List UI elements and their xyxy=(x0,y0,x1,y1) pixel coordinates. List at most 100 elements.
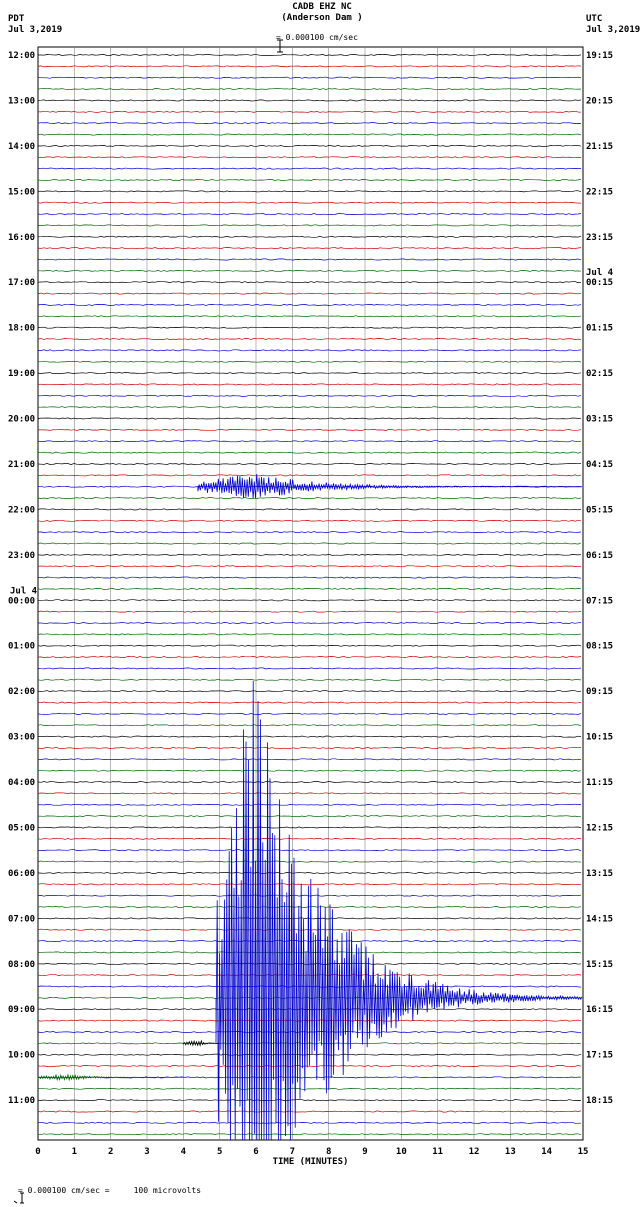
trace-row xyxy=(38,54,582,56)
x-tick-label: 14 xyxy=(541,1147,552,1157)
trace-row xyxy=(37,1121,581,1124)
left-date-change-label: Jul 4 xyxy=(10,586,38,596)
trace-row xyxy=(37,417,582,420)
footer-scale-icon xyxy=(4,1182,24,1204)
trace-row xyxy=(37,928,582,931)
right-hour-label: 04:15 xyxy=(586,460,613,470)
trace-row xyxy=(37,792,581,795)
trace-row xyxy=(37,508,582,511)
trace-row xyxy=(38,599,582,602)
x-tick-label: 2 xyxy=(108,1147,113,1157)
right-date: Jul 3,2019 xyxy=(586,25,641,35)
right-hour-label: 10:15 xyxy=(586,733,613,743)
right-hour-label: 19:15 xyxy=(586,51,613,61)
event-waveform xyxy=(37,1073,184,1082)
x-tick-label: 13 xyxy=(505,1147,516,1157)
event-waveform xyxy=(197,474,582,499)
trace-row xyxy=(38,269,582,272)
left-hour-label: 07:00 xyxy=(8,914,35,924)
right-hour-label: 17:15 xyxy=(586,1051,613,1061)
seismogram-plot: 12:00 13:00 14:00 15:00 16:00 17:00 18:00 19:00… xyxy=(8,46,614,1167)
trace-row xyxy=(37,88,581,91)
station-subtitle: (Anderson Dam ) xyxy=(281,13,363,23)
trace-row xyxy=(37,769,582,772)
trace-row xyxy=(37,65,582,68)
trace-row xyxy=(37,576,582,579)
left-hour-label: 17:00 xyxy=(8,278,35,288)
trace-row xyxy=(37,565,582,568)
x-tick-label: 12 xyxy=(469,1147,480,1157)
trace-row xyxy=(37,962,582,965)
x-tick-label: 10 xyxy=(396,1147,407,1157)
trace-row xyxy=(37,712,582,715)
right-hour-label: 20:15 xyxy=(586,96,613,106)
trace-row xyxy=(37,758,582,761)
trace-row xyxy=(37,190,582,193)
right-hour-label: 05:15 xyxy=(586,505,613,515)
trace-row xyxy=(37,656,582,659)
left-hour-label: 13:00 xyxy=(8,96,35,106)
trace-row xyxy=(37,213,582,215)
right-hour-label: 06:15 xyxy=(586,551,613,561)
trace-row xyxy=(37,860,582,863)
left-hour-label: 01:00 xyxy=(8,642,35,652)
trace-row xyxy=(37,849,582,852)
right-hour-label: 12:15 xyxy=(586,823,613,833)
trace-row xyxy=(37,315,582,318)
right-hour-label: 07:15 xyxy=(586,596,613,606)
x-tick-label: 9 xyxy=(362,1147,367,1157)
right-hour-label: 21:15 xyxy=(586,142,613,152)
trace-row xyxy=(37,99,582,102)
left-hour-label: 12:00 xyxy=(8,51,35,61)
trace-row xyxy=(37,644,582,647)
trace-row xyxy=(37,803,581,806)
x-tick-label: 5 xyxy=(217,1147,222,1157)
right-hour-label: 09:15 xyxy=(586,687,613,697)
trace-row xyxy=(37,553,582,556)
trace-row xyxy=(37,179,582,181)
trace-row xyxy=(37,610,582,613)
trace-row xyxy=(37,497,582,499)
trace-row xyxy=(37,372,582,375)
left-hour-label: 05:00 xyxy=(8,823,35,833)
trace-row xyxy=(37,235,582,238)
right-hour-label: 16:15 xyxy=(586,1005,613,1015)
left-hour-label: 15:00 xyxy=(8,187,35,197)
x-tick-label: 15 xyxy=(578,1147,589,1157)
right-hour-label: 18:15 xyxy=(586,1096,613,1106)
right-hour-label: 00:15 xyxy=(586,278,613,288)
x-tick-label: 7 xyxy=(290,1147,295,1157)
trace-row xyxy=(37,917,582,920)
x-tick-label: 11 xyxy=(432,1147,443,1157)
left-hour-label: 03:00 xyxy=(8,733,35,743)
scale-label: = 0.000100 cm/sec xyxy=(276,33,358,42)
trace-row xyxy=(37,940,582,943)
trace-row xyxy=(37,383,582,386)
trace-row xyxy=(37,144,582,147)
left-hour-label: 14:00 xyxy=(8,142,35,152)
right-hour-label: 14:15 xyxy=(586,914,613,924)
trace-row xyxy=(37,463,582,465)
left-hour-label: 06:00 xyxy=(8,869,35,879)
footer-scale-text: = 0.000100 cm/sec = 100 microvolts xyxy=(18,1186,202,1195)
trace-row xyxy=(37,633,582,636)
trace-row xyxy=(37,837,582,840)
trace-row xyxy=(37,542,582,545)
trace-row xyxy=(37,781,582,783)
trace-row xyxy=(37,667,582,670)
trace-row xyxy=(37,747,582,749)
trace-row xyxy=(37,167,582,170)
trace-row xyxy=(38,76,582,79)
left-hour-label: 00:00 xyxy=(8,596,35,606)
trace-row xyxy=(37,724,582,727)
trace-row xyxy=(37,1087,582,1090)
trace-row xyxy=(37,690,582,693)
left-hour-label: 21:00 xyxy=(8,460,35,470)
trace-row xyxy=(38,394,582,397)
x-tick-label: 4 xyxy=(181,1147,187,1157)
trace-row xyxy=(37,201,581,204)
trace-row xyxy=(37,1133,582,1136)
trace-row xyxy=(37,440,582,443)
trace-row xyxy=(37,678,582,681)
trace-row xyxy=(37,247,582,250)
